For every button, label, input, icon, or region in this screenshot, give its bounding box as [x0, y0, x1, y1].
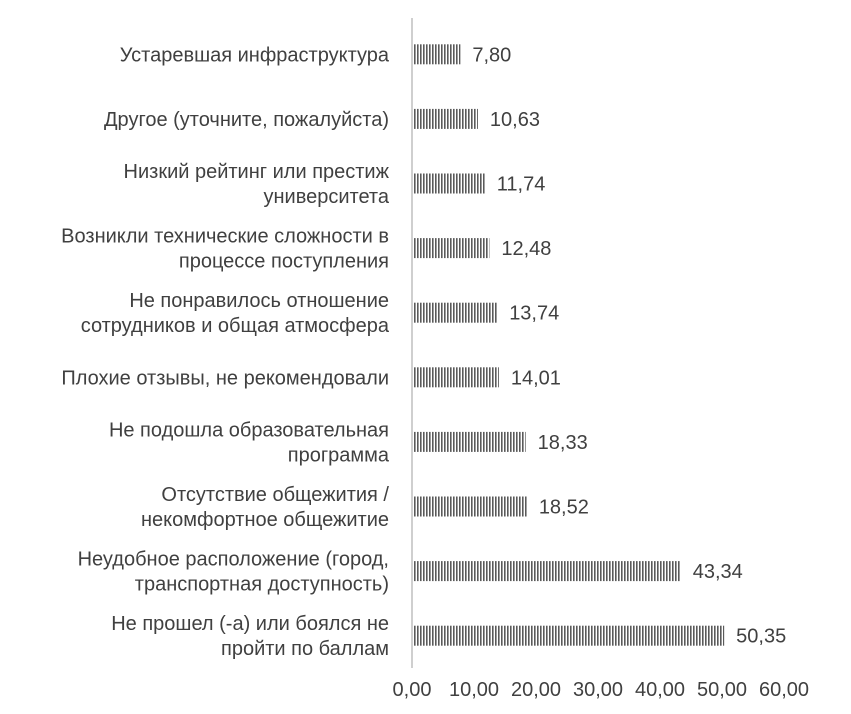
category-label: Низкий рейтинг или престиж университета: [124, 161, 390, 208]
data-label: 11,74: [497, 174, 546, 196]
category-label: Не подошла образовательная программа: [109, 419, 390, 466]
data-label: 43,34: [693, 561, 743, 583]
bar: [413, 173, 485, 194]
x-tick-label: 40,00: [635, 679, 685, 701]
category-label-line: Другое (уточните, пожалуйста): [104, 109, 389, 131]
category-label-line: университета: [264, 186, 390, 208]
bar: [413, 367, 499, 388]
bar: [413, 44, 461, 65]
bar: [413, 108, 478, 129]
category-label-line: Не подошла образовательная: [109, 419, 389, 441]
x-tick-label: 0,00: [393, 679, 432, 701]
data-label: 12,48: [501, 238, 551, 260]
x-tick-label: 10,00: [449, 679, 499, 701]
category-label: Не прошел (-а) или боялся не пройти по ба…: [111, 613, 389, 660]
bar: [413, 238, 490, 259]
x-tick-label: 60,00: [759, 679, 809, 701]
category-label-line: процессе поступления: [179, 251, 389, 273]
x-tick-label: 30,00: [573, 679, 623, 701]
category-label-line: Низкий рейтинг или престиж: [124, 161, 390, 183]
data-label: 7,80: [472, 44, 511, 66]
data-label: 13,74: [509, 303, 559, 325]
category-label-line: транспортная доступность): [135, 574, 389, 596]
data-label: 10,63: [490, 109, 540, 131]
bar: [413, 561, 681, 582]
category-label: Плохие отзывы, не рекомендовали: [61, 367, 389, 389]
x-tick-label: 50,00: [697, 679, 747, 701]
category-label-line: Плохие отзывы, не рекомендовали: [61, 367, 389, 389]
category-label-line: Устаревшая инфраструктура: [120, 44, 390, 66]
data-label: 14,01: [511, 367, 561, 389]
bar: [413, 302, 498, 323]
data-label: 50,35: [736, 626, 786, 648]
category-label: Устаревшая инфраструктура: [120, 44, 390, 66]
category-label-line: пройти по баллам: [221, 638, 389, 660]
category-label: Другое (уточните, пожалуйста): [104, 109, 389, 131]
category-label-line: Не понравилось отношение: [129, 290, 389, 312]
bar: [413, 431, 526, 452]
data-label: 18,33: [538, 432, 588, 454]
category-label-line: сотрудников и общая атмосфера: [81, 315, 390, 337]
bars-group: [413, 44, 725, 646]
x-tick-label: 20,00: [511, 679, 561, 701]
data-label: 18,52: [539, 497, 589, 519]
bar: [413, 625, 725, 646]
category-label-line: программа: [288, 444, 390, 466]
value-labels-group: 7,80 10,63 11,74 12,48 13,74 14,01 18,33 18,52 4…: [472, 44, 786, 647]
category-label-line: некомфортное общежитие: [141, 509, 389, 531]
category-label-line: Отсутствие общежития /: [161, 484, 389, 506]
category-label: Неудобное расположение (город, транспортн…: [78, 549, 389, 596]
category-label: Отсутствие общежития / некомфортное общеж…: [141, 484, 389, 531]
category-label-line: Не прошел (-а) или боялся не: [111, 613, 389, 635]
category-label: Возникли технические сложности в процессе…: [61, 226, 389, 273]
category-label: Не понравилось отношение сотрудников и об…: [81, 290, 390, 337]
category-label-line: Неудобное расположение (город,: [78, 549, 389, 571]
x-tick-labels-group: 0,00 10,00 20,00 30,00 40,00 50,00 60,00: [393, 679, 810, 701]
category-labels-group: Устаревшая инфраструктура Другое (уточнит…: [61, 44, 390, 660]
category-label-line: Возникли технические сложности в: [61, 226, 389, 248]
bar: [413, 496, 527, 517]
